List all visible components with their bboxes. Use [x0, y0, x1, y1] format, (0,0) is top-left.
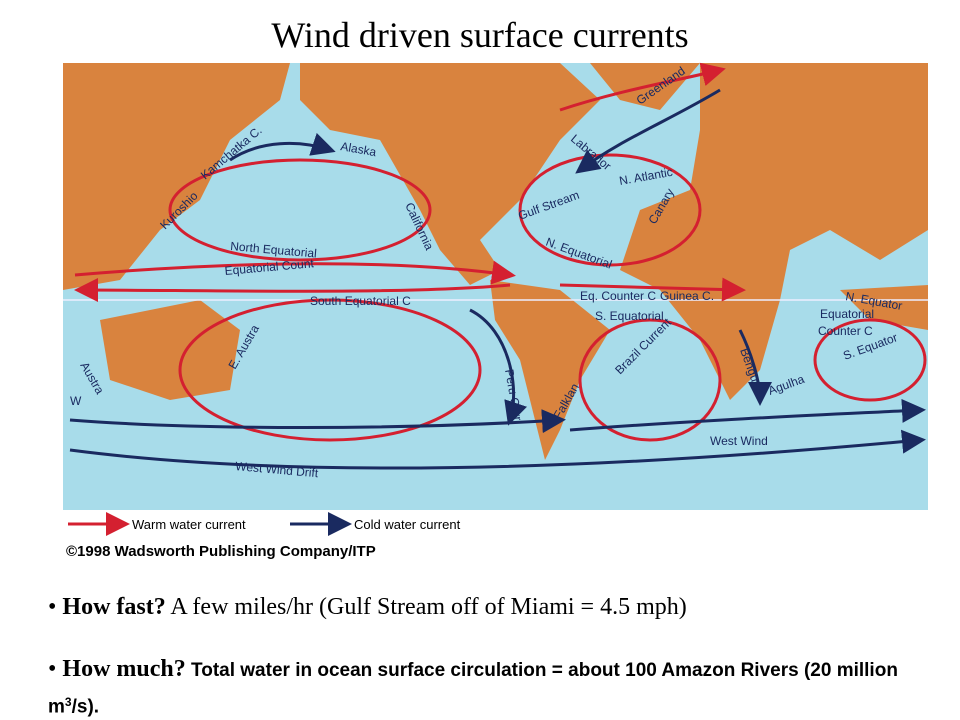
bullet: • How fast? A few miles/hr (Gulf Stream …	[48, 594, 687, 620]
legend-warm: Warm water current	[132, 517, 246, 532]
continents	[63, 63, 928, 460]
currents	[69, 62, 927, 470]
bullet-text: A few miles/hr (Gulf Stream off of Miami…	[165, 594, 687, 620]
current-label: Eq. Counter C	[580, 289, 656, 303]
current-label: Alaska	[339, 139, 377, 159]
current-label: Guinea C.	[660, 289, 714, 303]
current-label: Equatorial	[820, 307, 874, 321]
current-label: W	[70, 394, 82, 408]
bullet-text: Total water in ocean surface circulation…	[48, 660, 898, 718]
bullet: • How much? Total water in ocean surface…	[48, 656, 898, 718]
current-label: S. Equatorial	[595, 309, 664, 323]
superscript: 3	[64, 695, 72, 709]
bullet-lead: How fast?	[62, 594, 166, 620]
current-label: Counter C	[818, 324, 873, 338]
current-label: South Equatorial C	[310, 294, 411, 308]
credit: ©1998 Wadsworth Publishing Company/ITP	[66, 543, 376, 560]
title: Wind driven surface currents	[271, 15, 689, 55]
bullet-lead: How much?	[62, 656, 186, 682]
bullet-text: /s).	[71, 696, 100, 718]
legend-cold: Cold water current	[354, 517, 461, 532]
current-label: West Wind	[710, 434, 768, 448]
